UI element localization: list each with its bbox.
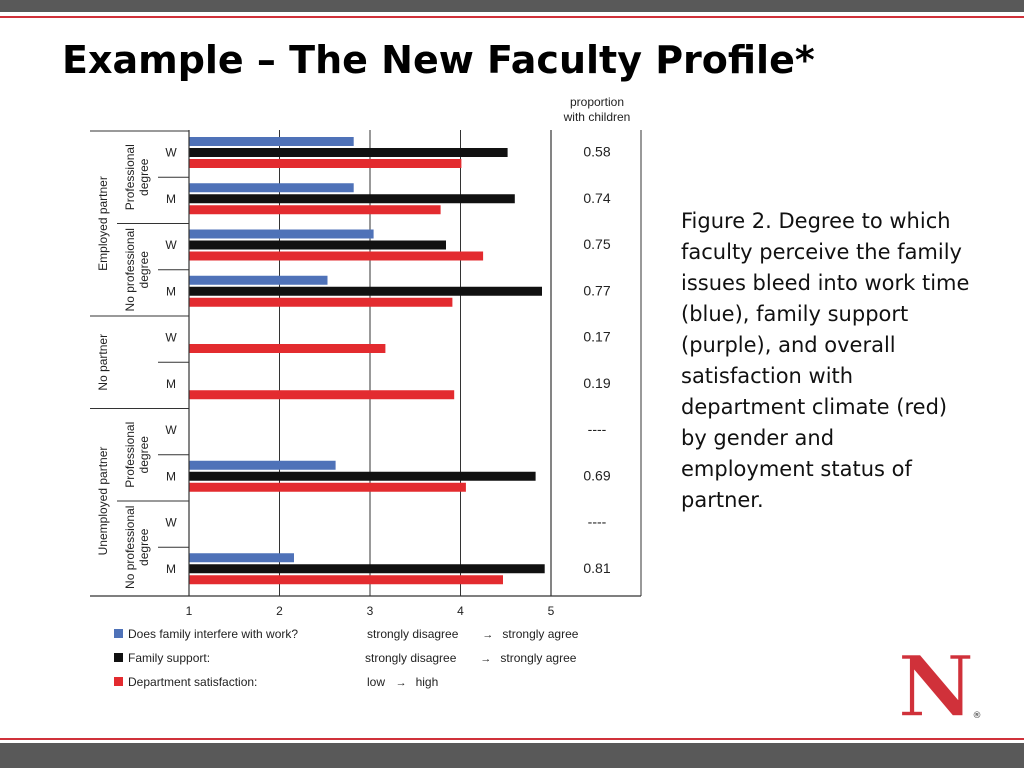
gender-label: W — [165, 423, 177, 437]
legend-scale-low: strongly disagree — [365, 651, 457, 665]
bar-support — [189, 471, 536, 481]
legend-swatch-support — [114, 653, 123, 662]
proportion-value: 0.58 — [583, 144, 610, 160]
bottom-bar — [0, 743, 1024, 768]
legend-arrow: → — [480, 653, 491, 665]
gender-label: M — [166, 192, 176, 206]
bar-satisfaction — [189, 344, 386, 353]
bottom-rule — [0, 738, 1024, 740]
bar-satisfaction — [189, 159, 462, 168]
x-tick-label: 3 — [367, 604, 374, 618]
bar-support — [189, 194, 515, 204]
gender-label: W — [165, 146, 177, 160]
top-bar — [0, 0, 1024, 12]
subgroup-label-line: No professional — [123, 228, 137, 311]
legend-scale-low: strongly disagree — [367, 627, 459, 641]
x-tick-label: 5 — [548, 604, 555, 618]
logo-registered-mark: ® — [973, 711, 982, 721]
subgroup-label: Professionaldegree — [123, 144, 151, 210]
x-tick-label: 2 — [276, 604, 283, 618]
proportion-value: ---- — [588, 421, 607, 437]
subgroup-label-line: degree — [137, 251, 151, 289]
legend-arrow: → — [396, 677, 407, 689]
proportion-value: 0.75 — [583, 236, 610, 252]
x-tick-label: 4 — [457, 604, 464, 618]
legend-label: Does family interfere with work? — [128, 627, 298, 641]
legend-scale-high: strongly agree — [502, 627, 578, 641]
subgroup-label-line: degree — [137, 528, 151, 566]
logo-letter: N — [898, 648, 974, 722]
legend-swatch-interfere — [114, 629, 123, 638]
subgroup-label-line: Professional — [123, 144, 137, 210]
subgroup-label: No professionaldegree — [123, 506, 151, 589]
bar-satisfaction — [189, 482, 466, 492]
subgroup-label: No professionaldegree — [123, 228, 151, 311]
nebraska-n-logo: N ® — [898, 648, 982, 722]
bar-interfere — [189, 275, 328, 285]
top-rule — [0, 16, 1024, 18]
proportion-value: 0.17 — [583, 329, 610, 345]
group-label: Unemployed partner — [96, 447, 110, 556]
bar-satisfaction — [189, 390, 455, 400]
proportion-value: 0.77 — [583, 282, 610, 298]
bar-support — [189, 148, 508, 157]
legend-swatch-satisfaction — [114, 677, 123, 686]
bar-interfere — [189, 183, 354, 193]
legend-scale-high: high — [416, 675, 439, 689]
proportion-value: 0.74 — [583, 190, 610, 206]
figure-caption: Figure 2. Degree to which faculty percei… — [681, 209, 970, 512]
bar-satisfaction — [189, 251, 484, 261]
gender-label: W — [165, 516, 177, 530]
subgroup-label-line: No professional — [123, 506, 137, 589]
subgroup-label-line: degree — [137, 436, 151, 474]
group-label: Employed partner — [96, 176, 110, 271]
legend-arrow: → — [482, 629, 493, 641]
bar-interfere — [189, 229, 374, 239]
subgroup-label-line: Professional — [123, 422, 137, 488]
subgroup-label-line: degree — [137, 158, 151, 196]
bar-satisfaction — [189, 205, 441, 215]
legend-scale-low: low — [367, 675, 385, 689]
legend-scale-high: strongly agree — [500, 651, 576, 665]
slide-title: Example – The New Faculty Profile* — [62, 38, 815, 82]
subgroup-label: Professionaldegree — [123, 422, 151, 488]
gender-label: M — [166, 562, 176, 576]
bar-support — [189, 240, 446, 250]
proportion-header: with children — [563, 110, 631, 124]
bar-interfere — [189, 460, 336, 470]
proportion-value: ---- — [588, 514, 607, 530]
gender-label: W — [165, 331, 177, 345]
bar-support — [189, 286, 542, 296]
proportion-value: 0.81 — [583, 560, 610, 576]
x-tick-label: 1 — [186, 604, 193, 618]
gender-label: M — [166, 284, 176, 298]
gender-label: W — [165, 238, 177, 252]
proportion-header: proportion — [570, 95, 624, 109]
bar-satisfaction — [189, 575, 503, 585]
proportion-value: 0.19 — [583, 375, 610, 391]
gender-label: M — [166, 377, 176, 391]
bar-interfere — [189, 553, 294, 563]
proportion-value: 0.69 — [583, 467, 610, 483]
legend-label: Department satisfaction: — [128, 675, 257, 689]
bar-satisfaction — [189, 297, 453, 307]
bar-support — [189, 564, 545, 574]
bar-interfere — [189, 137, 354, 146]
legend-label: Family support: — [128, 651, 210, 665]
gender-label: M — [166, 469, 176, 483]
group-label: No partner — [96, 334, 110, 391]
